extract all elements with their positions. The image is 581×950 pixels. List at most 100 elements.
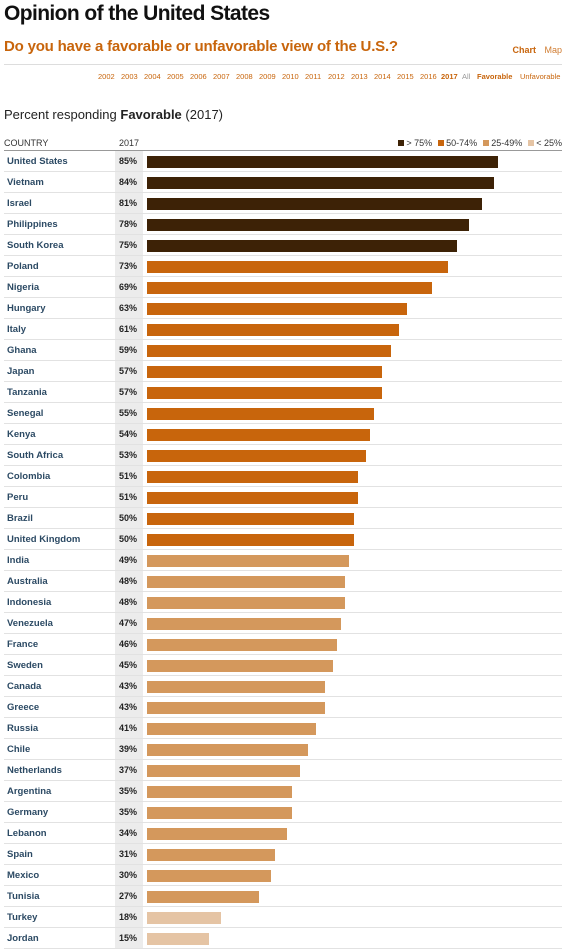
country-label[interactable]: Mexico [7,870,40,881]
year-option-2005[interactable]: 2005 [167,72,184,81]
data-label: 73% [119,261,138,271]
chart-view-link[interactable]: Chart [512,45,536,55]
country-label[interactable]: Argentina [7,786,52,797]
survey-question: Do you have a favorable or unfavorable v… [4,38,398,55]
country-label[interactable]: Colombia [7,471,51,482]
table-row: Ghana 59% [4,340,562,361]
data-label: 41% [119,723,138,733]
year-option-2007[interactable]: 2007 [213,72,230,81]
country-label[interactable]: India [7,555,30,566]
table-row: Tunisia 27% [4,886,562,907]
country-label[interactable]: Russia [7,723,39,734]
country-label[interactable]: Chile [7,744,31,755]
year-option-2002[interactable]: 2002 [98,72,115,81]
country-label[interactable]: France [7,639,39,650]
country-label[interactable]: Tanzania [7,387,47,398]
table-row: Hungary 63% [4,298,562,319]
data-label: 51% [119,471,138,481]
bar [147,534,354,546]
bar [147,639,337,651]
country-label[interactable]: Spain [7,849,33,860]
country-label[interactable]: Jordan [7,933,39,944]
data-label: 34% [119,828,138,838]
header-divider [4,150,562,151]
data-label: 43% [119,702,138,712]
table-row: Vietnam 84% [4,172,562,193]
country-label[interactable]: Greece [7,702,40,713]
year-option-2008[interactable]: 2008 [236,72,253,81]
subtitle-measure: Favorable [120,107,182,122]
country-label[interactable]: Canada [7,681,42,692]
country-label[interactable]: Lebanon [7,828,47,839]
year-option-2017[interactable]: 2017 [441,72,458,81]
country-label[interactable]: Hungary [7,303,46,314]
country-label[interactable]: Vietnam [7,177,44,188]
country-label[interactable]: Venezuela [7,618,53,629]
year-option-all[interactable]: All [462,72,471,81]
data-label: 54% [119,429,138,439]
country-label[interactable]: Kenya [7,429,36,440]
data-label: 48% [119,597,138,607]
country-label[interactable]: United States [7,156,68,167]
table-row: Germany 35% [4,802,562,823]
subtitle-prefix: Percent responding [4,107,117,122]
country-label[interactable]: United Kingdom [7,534,81,545]
year-option-2011[interactable]: 2011 [305,72,322,81]
country-label[interactable]: Ghana [7,345,37,356]
data-label: 50% [119,534,138,544]
table-row: Greece 43% [4,697,562,718]
bar [147,156,499,168]
bar [147,324,399,336]
measure-unfavorable[interactable]: Unfavorable [520,72,561,81]
year-option-2009[interactable]: 2009 [259,72,276,81]
table-row: Canada 43% [4,676,562,697]
country-label[interactable]: Tunisia [7,891,40,902]
year-option-2004[interactable]: 2004 [144,72,161,81]
legend-swatch [528,140,535,146]
country-label[interactable]: Sweden [7,660,43,671]
country-label[interactable]: Germany [7,807,49,818]
country-label[interactable]: Philippines [7,219,58,230]
country-label[interactable]: Japan [7,366,35,377]
bar [147,618,342,630]
country-label[interactable]: Turkey [7,912,38,923]
country-label[interactable]: Nigeria [7,282,40,293]
legend-label: 50-74% [446,138,478,148]
legend-swatch [483,140,490,146]
country-label[interactable]: Italy [7,324,27,335]
table-row: Kenya 54% [4,424,562,445]
bar [147,807,292,819]
country-label[interactable]: Indonesia [7,597,52,608]
country-label[interactable]: Israel [7,198,32,209]
table-row: Nigeria 69% [4,277,562,298]
country-label[interactable]: Poland [7,261,39,272]
table-row: Peru 51% [4,487,562,508]
country-label[interactable]: Senegal [7,408,44,419]
country-column-header: COUNTRY [4,138,49,148]
data-label: 45% [119,660,138,670]
year-option-2015[interactable]: 2015 [397,72,414,81]
country-label[interactable]: South Africa [7,450,64,461]
country-label[interactable]: Australia [7,576,48,587]
country-label[interactable]: Peru [7,492,29,503]
year-option-2016[interactable]: 2016 [420,72,437,81]
year-option-2012[interactable]: 2012 [328,72,345,81]
bar [147,429,371,441]
year-option-2006[interactable]: 2006 [190,72,207,81]
year-option-2003[interactable]: 2003 [121,72,138,81]
data-label: 49% [119,555,138,565]
measure-favorable[interactable]: Favorable [477,72,513,81]
year-option-2013[interactable]: 2013 [351,72,368,81]
bar [147,177,494,189]
table-row: Japan 57% [4,361,562,382]
subtitle-year: (2017) [185,107,223,122]
country-label[interactable]: Brazil [7,513,33,524]
year-option-2014[interactable]: 2014 [374,72,391,81]
map-view-link[interactable]: Map [544,45,562,55]
country-label[interactable]: South Korea [7,240,64,251]
bar [147,219,470,231]
country-label[interactable]: Netherlands [7,765,62,776]
table-row: Italy 61% [4,319,562,340]
data-label: 51% [119,492,138,502]
year-option-2010[interactable]: 2010 [282,72,299,81]
